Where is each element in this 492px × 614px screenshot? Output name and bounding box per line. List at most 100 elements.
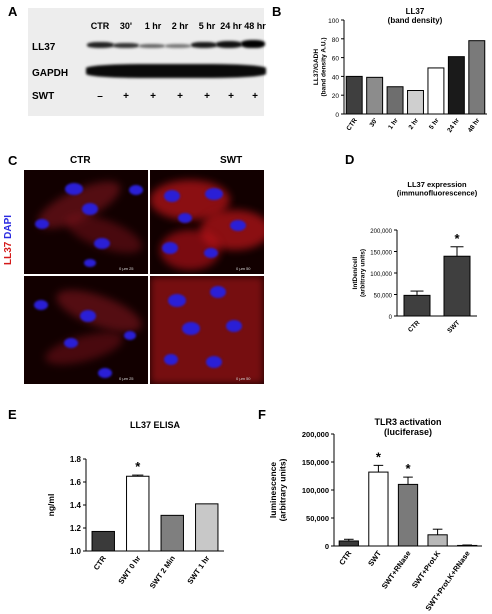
y-tick-label: 150,000 — [302, 458, 329, 467]
bar-swt — [443, 255, 471, 317]
y-tick-label: 1.6 — [70, 478, 82, 487]
bar-ctr — [91, 530, 115, 552]
bar-ctr — [338, 540, 359, 547]
y-tick-label: 1.2 — [70, 524, 82, 533]
significance-marker: * — [405, 461, 411, 476]
swt-sign: + — [204, 91, 210, 102]
bar-1-hr — [386, 86, 404, 115]
y-tick-label: 80 — [332, 37, 340, 44]
x-tick-label: SWT 0 hr — [116, 554, 142, 586]
ll37-band — [113, 43, 139, 48]
bar-ctr — [403, 294, 431, 317]
chart-elisa: LL37 ELISA 1.0 1.2 1.4 1.6 1.8 ng/ml CTR * SWT 0 … — [46, 420, 224, 591]
y-axis-label: (band density A.U.) — [321, 38, 328, 97]
x-tick-label: 1 hr — [387, 117, 400, 131]
panel-letter-c: C — [8, 153, 18, 168]
bar-swt-2-min — [160, 514, 184, 552]
lane-header: CTR — [90, 21, 110, 31]
x-tick-label: 30' — [369, 117, 380, 129]
y-tick-label: 50,000 — [306, 514, 329, 523]
swt-sign: + — [123, 91, 129, 102]
bar-swt-prot-k-rnase — [457, 544, 478, 547]
x-tick-label: SWT — [366, 549, 383, 568]
lane-header: 48 hr — [244, 21, 266, 31]
y-tick-label: 200,000 — [302, 430, 329, 439]
row-label-ll37: LL37 — [32, 42, 56, 53]
y-tick-label: 1.8 — [70, 455, 82, 464]
significance-marker: * — [454, 231, 460, 246]
x-tick-label: 24 hr — [446, 117, 461, 134]
panel-letter-f: F — [258, 407, 266, 422]
chart-title: TLR3 activation — [374, 417, 441, 427]
bar-swt-rnase — [397, 483, 419, 547]
y-tick-label: 0 — [335, 112, 339, 119]
gapdh-band — [86, 64, 266, 78]
swt-sign: + — [177, 91, 183, 102]
column-label-ctr: CTR — [70, 155, 91, 166]
y-axis-label: IntDen/cell — [352, 256, 359, 289]
chart-title: LL37 — [406, 7, 425, 16]
x-tick-label: CTR — [407, 319, 422, 334]
x-tick-label: 2 hr — [408, 117, 421, 131]
chart-subtitle: (band density) — [388, 16, 443, 25]
x-tick-label: SWT+Prot.K — [410, 549, 443, 590]
x-tick-label: CTR — [92, 554, 109, 572]
y-axis-label: (arbitrary units) — [278, 458, 288, 521]
bar-swt — [368, 471, 389, 547]
y-axis-label: luminescence — [268, 462, 278, 518]
chart-title: LL37 ELISA — [130, 420, 181, 430]
bar-swt-1-hr — [195, 503, 219, 552]
lane-header: 24 hr — [220, 21, 242, 31]
y-tick-label: 150,000 — [370, 251, 392, 257]
stain-label: LL37 DAPI — [3, 215, 14, 265]
x-tick-label: CTR — [337, 549, 354, 567]
y-tick-label: 100,000 — [302, 486, 329, 495]
bar-30- — [366, 76, 384, 115]
y-axis-label: LL37/GADH — [313, 49, 320, 85]
scale-bar-swt-top: 0 μm 50 — [236, 266, 251, 271]
x-tick-label: CTR — [345, 117, 359, 132]
swt-sign: + — [150, 91, 156, 102]
scale-bar-swt-bottom: 0 μm 50 — [236, 376, 251, 381]
swt-sign: + — [252, 91, 258, 102]
x-tick-label: SWT 1 hr — [185, 554, 211, 586]
y-tick-label: 40 — [332, 74, 340, 81]
y-tick-label: 50,000 — [374, 294, 393, 300]
y-tick-label: 100,000 — [370, 272, 392, 278]
fluorescence-image-ctr-top: 0 μm 25 — [24, 170, 148, 274]
significance-marker: * — [135, 459, 141, 474]
y-tick-label: 0 — [325, 542, 329, 551]
ll37-band — [87, 42, 114, 48]
y-tick-label: 20 — [332, 93, 340, 100]
panel-letter-a: A — [8, 4, 18, 19]
y-tick-label: 200,000 — [370, 229, 392, 235]
significance-marker: * — [376, 449, 382, 464]
bar-48-hr — [468, 40, 486, 115]
swt-sign: – — [97, 91, 103, 102]
y-tick-label: 0 — [389, 315, 393, 321]
y-tick-label: 1.4 — [70, 501, 82, 510]
lane-header: 30' — [119, 21, 133, 31]
x-tick-label: SWT — [446, 319, 461, 334]
chart-title: LL37 expression — [407, 180, 467, 189]
ll37-band — [191, 42, 217, 48]
lane-header: 5 hr — [198, 21, 216, 31]
y-tick-label: 1.0 — [70, 547, 82, 556]
fluorescence-image-ctr-bottom: 0 μm 25 — [24, 276, 148, 384]
x-tick-label: SWT+RNase — [380, 549, 413, 591]
x-tick-label: SWT 2 Min — [148, 554, 177, 591]
row-label-gapdh: GAPDH — [32, 68, 69, 79]
y-axis-label: ng/ml — [46, 494, 56, 517]
panel-letter-d: D — [345, 152, 355, 167]
y-axis-label: (arbitrary units) — [360, 249, 367, 297]
ll37-band — [216, 41, 242, 48]
chart-immunofluorescence: LL37 expression(immunofluorescence) 0 50,0… — [352, 180, 478, 335]
chart-tlr3-activation: TLR3 activation(luciferase) 0 50,000 100,00… — [268, 417, 482, 612]
bar-swt-0-hr — [126, 475, 150, 552]
y-tick-label: 60 — [332, 56, 340, 63]
scale-bar-ctr-bottom: 0 μm 25 — [119, 376, 134, 381]
fluorescence-image-swt-top: 0 μm 50 — [150, 170, 264, 274]
lane-header: 1 hr — [144, 21, 162, 31]
column-label-swt: SWT — [220, 155, 243, 166]
ll37-band — [241, 40, 265, 48]
